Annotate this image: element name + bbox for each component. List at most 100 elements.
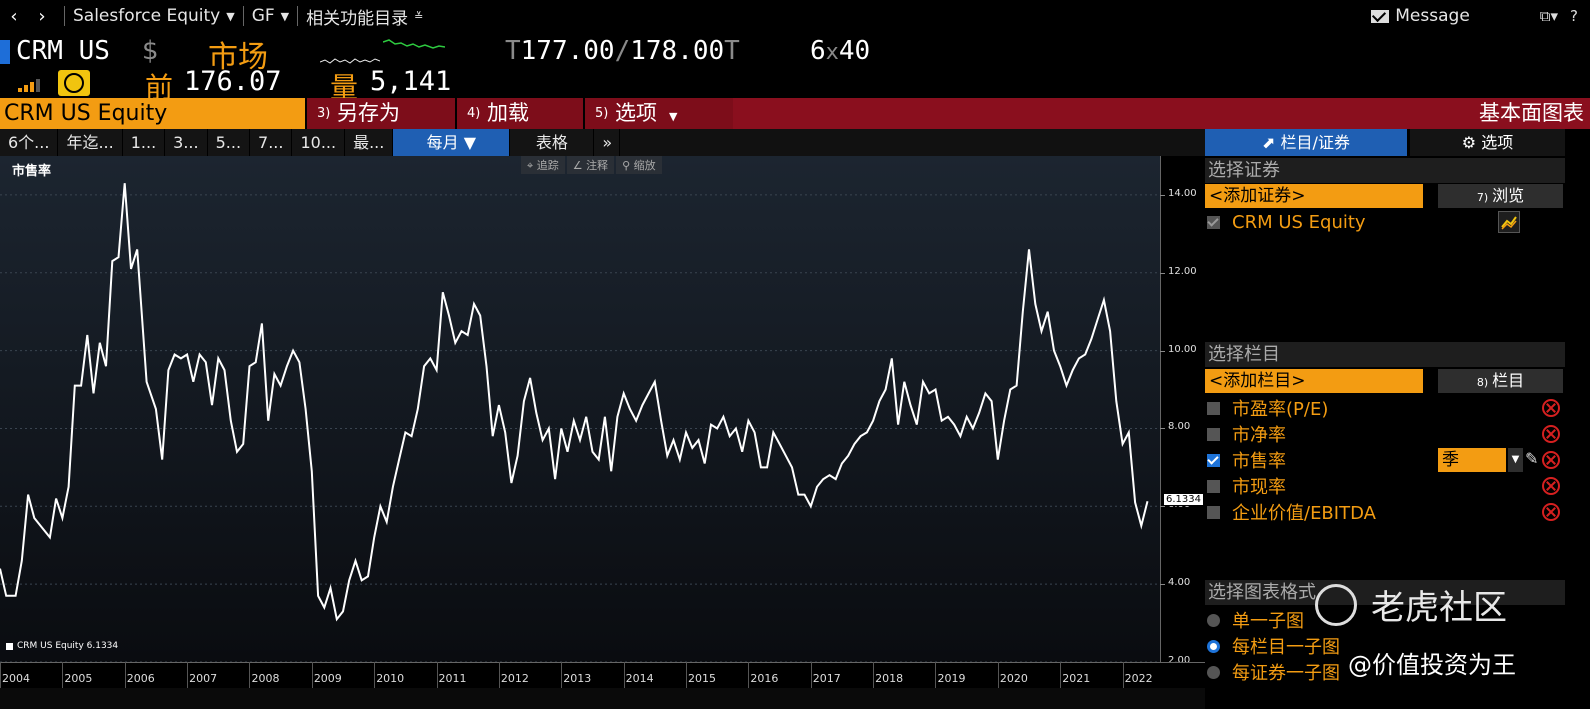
period-3y[interactable]: 3... [165,129,208,156]
period-10y[interactable]: 10... [292,129,346,156]
y-tick-label: 2.00 [1168,655,1191,666]
tiger-logo-icon [1315,583,1357,626]
x-tick-label: 2014 [625,672,654,685]
period-select[interactable]: 季 [1438,448,1506,472]
options-button[interactable]: 5) 选项 ▼ [583,98,733,129]
x-tick-label: 2019 [937,672,966,685]
columns-button[interactable]: 8) 栏目 [1438,369,1563,393]
x-tick-label: 2022 [1124,672,1153,685]
period-1y[interactable]: 1... [122,129,166,156]
divider [64,6,65,26]
security-item-label: CRM US Equity [1232,211,1366,233]
column-checkbox[interactable] [1207,479,1220,493]
column-item-ev-ebitda: 企业价值/EBITDA [1205,500,1376,524]
security-menu-label: Salesforce Equity [73,6,221,26]
remove-icon[interactable] [1542,503,1560,521]
x-tick-label: 2020 [999,672,1028,685]
period-ytd[interactable]: 年迄... [58,129,123,156]
back-button[interactable]: ‹ [10,5,18,27]
chart-legend: CRM US Equity 6.1334 [6,641,118,651]
remove-icon[interactable] [1542,425,1560,443]
watermark: 老虎社区 [1315,580,1507,629]
x-tick-mark [374,662,376,688]
x-tick-mark [498,662,500,688]
column-checkbox[interactable] [1207,427,1220,441]
column-checkbox[interactable] [1207,505,1220,519]
dropdown-arrow-icon[interactable]: ▼ [1508,448,1523,472]
volume-sparkline-icon [320,58,380,64]
period-5y[interactable]: 5... [207,129,251,156]
bid-size: 6 [810,36,826,66]
x-tick-label: 2016 [750,672,779,685]
y-axis [1160,156,1205,662]
last-value-tag: 6.1334 [1163,493,1204,506]
x-tick-label: 2008 [251,672,280,685]
gf-menu[interactable]: GF ▼ [252,6,289,26]
tab-label: 栏目/证券 [1280,133,1350,152]
button-number: 4) [467,106,481,121]
period-7y[interactable]: 7... [250,129,293,156]
button-number: 3) [317,106,331,121]
browse-button[interactable]: 7) 浏览 [1438,184,1563,208]
more-button[interactable]: » [594,129,621,156]
radio-button[interactable] [1207,613,1220,627]
remove-icon[interactable] [1542,477,1560,495]
watermark-author: @价值投资为王 [1348,651,1516,679]
security-checkbox[interactable] [1207,215,1220,229]
line-chart-icon[interactable] [1498,211,1520,233]
period-max[interactable]: 最... [345,129,394,156]
format-option-per-column: 每栏目一子图 [1205,634,1340,658]
track-tool[interactable]: ⌖ 追踪 [521,156,565,174]
size-x: x [825,40,839,65]
column-checkbox[interactable] [1207,401,1220,415]
select-format-header: 选择图表格式 [1205,580,1565,605]
remove-icon[interactable] [1542,451,1560,469]
y-tick-label: 8.00 [1168,421,1191,433]
load-button[interactable]: 4) 加载 [455,98,583,129]
period-6m[interactable]: 6个... [0,129,59,156]
x-tick-label: 2015 [688,672,717,685]
x-tick-label: 2007 [189,672,218,685]
column-label: 市售率 [1232,451,1286,472]
caret-down-icon: ▼ [280,9,290,23]
x-tick-mark [810,662,812,688]
envelope-icon [1371,9,1390,23]
column-item-pcf: 市现率 [1205,474,1286,498]
related-functions-menu[interactable]: 相关功能目录 ≚ [306,4,423,29]
y-tick-mark [1160,428,1165,430]
zoom-tool[interactable]: ⚲ 缩放 [616,156,662,174]
pencil-icon[interactable]: ✎ [1525,449,1539,468]
column-label: 市现率 [1232,477,1286,498]
format-label: 每证券一子图 [1232,663,1340,684]
frequency-select[interactable]: 每月 ▼ [393,129,511,156]
add-security-input[interactable]: <添加证券> [1205,184,1423,208]
radio-button[interactable] [1207,665,1220,679]
tab-options[interactable]: ⚙ 选项 [1410,129,1565,156]
security-menu[interactable]: Salesforce Equity ▼ [73,6,235,26]
y-tick-mark [1160,272,1165,274]
remove-icon[interactable] [1542,399,1560,417]
related-functions-label: 相关功能目录 [306,8,409,29]
chart-area[interactable] [0,156,1160,663]
table-tab[interactable]: 表格 [510,129,595,156]
bottom-strip [0,688,1590,709]
tab-columns-securities[interactable]: ⬈ 栏目/证券 [1205,129,1407,156]
help-icon[interactable]: ? [1570,7,1578,25]
annotate-tool[interactable]: ∠ 注释 [566,156,615,174]
x-tick-label: 2021 [1062,672,1091,685]
format-option-per-security: 每证券一子图 [1205,660,1340,684]
x-tick-mark [1122,662,1124,688]
add-column-input[interactable]: <添加栏目> [1205,369,1423,393]
save-as-button[interactable]: 3) 另存为 [305,98,455,129]
window-menu-icon[interactable]: ⧉▾ [1539,7,1559,25]
column-checkbox-checked[interactable] [1207,453,1220,467]
security-input[interactable]: CRM US Equity [0,98,305,129]
clock-icon[interactable] [58,70,90,96]
top-nav-bar: ‹ › Salesforce Equity ▼ GF ▼ 相关功能目录 ≚ Messa… [0,0,1590,32]
gf-menu-label: GF [251,6,275,26]
radio-button-selected[interactable] [1207,639,1220,653]
function-toolbar: CRM US Equity 3) 另存为 4) 加载 5) 选项 ▼ 基本面图表 [0,98,1590,129]
y-tick-label: 14.00 [1168,187,1197,199]
message-button[interactable]: Message [1371,6,1470,26]
forward-button[interactable]: › [38,5,46,27]
